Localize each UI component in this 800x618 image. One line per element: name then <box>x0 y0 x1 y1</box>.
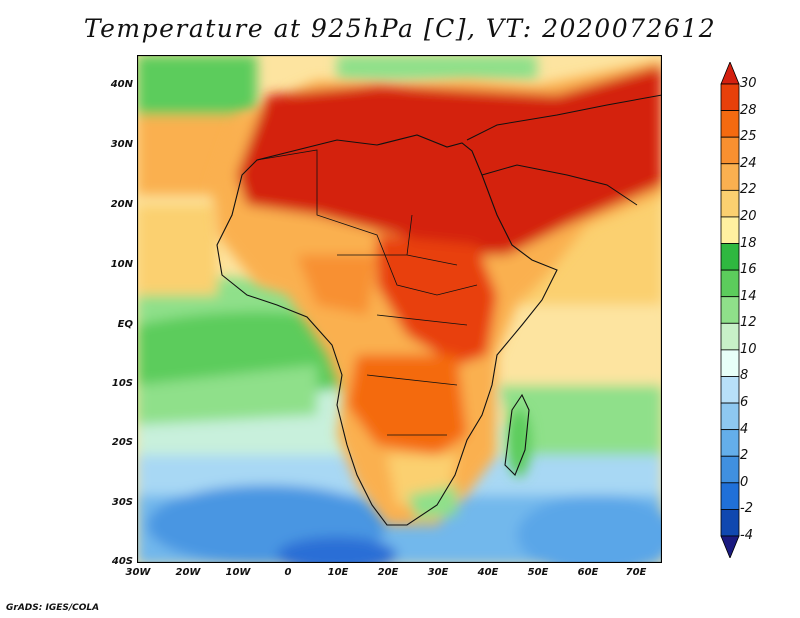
map-title: Temperature at 925hPa [C], VT: 202007261… <box>83 14 717 43</box>
colorbar-box <box>720 322 740 351</box>
colorbar-box <box>720 402 740 431</box>
lon-label-20w: 20W <box>175 567 201 578</box>
lat-label-20n: 20N <box>110 199 133 210</box>
colorbar-box <box>720 455 740 484</box>
colorbar-label: 25 <box>740 129 757 145</box>
lat-label-20s: 20S <box>111 437 133 448</box>
colorbar-box <box>720 243 740 271</box>
colorbar <box>720 62 740 558</box>
colorbar-box <box>720 189 740 218</box>
colorbar-box <box>720 163 740 191</box>
colorbar-label: 20 <box>740 208 757 224</box>
colorbar-box <box>720 216 740 244</box>
colorbar-box <box>720 509 740 537</box>
colorbar-box <box>720 136 740 165</box>
lon-label-20e: 20E <box>377 567 399 578</box>
lon-label-0: 0 <box>284 567 292 578</box>
colorbar-box <box>720 83 740 111</box>
lon-label-30w: 30W <box>125 567 151 578</box>
colorbar-box <box>720 110 740 138</box>
colorbar-label: 10 <box>740 341 757 357</box>
lon-label-60e: 60E <box>577 567 599 578</box>
lat-label-10n: 10N <box>110 259 133 270</box>
colorbar-label: 6 <box>740 395 749 411</box>
lon-label-40e: 40E <box>477 567 499 578</box>
colorbar-label: 22 <box>740 182 757 198</box>
colorbar-label: 24 <box>740 155 757 171</box>
colorbar-label: -4 <box>740 528 753 543</box>
colorbar-label: 18 <box>740 235 757 251</box>
colorbar-label: -2 <box>740 501 753 517</box>
colorbar-box <box>720 269 740 298</box>
colorbar-box <box>720 482 740 510</box>
lon-label-30e: 30E <box>427 567 449 578</box>
temperature-map <box>137 55 662 563</box>
lat-label-30s: 30S <box>111 497 133 508</box>
lon-label-50e: 50E <box>527 567 549 578</box>
colorbar-label: 30 <box>740 76 757 91</box>
lat-label-eq: EQ <box>117 319 133 330</box>
lon-label-10e: 10E <box>327 567 349 578</box>
colorbar-label: 0 <box>740 474 749 490</box>
lat-label-40s: 40S <box>111 556 133 567</box>
colorbar-box <box>720 429 740 457</box>
colorbar-bottom-triangle <box>720 535 740 558</box>
colorbar-box <box>720 296 740 324</box>
lon-label-10w: 10W <box>225 567 251 578</box>
lat-label-30n: 30N <box>110 139 133 150</box>
lon-label-70e: 70E <box>625 567 647 578</box>
colorbar-label: 16 <box>740 262 757 278</box>
colorbar-label: 8 <box>740 368 749 384</box>
colorbar-label: 12 <box>740 315 757 331</box>
colorbar-label: 2 <box>740 448 749 464</box>
grads-credit: GrADS: IGES/COLA <box>6 603 100 613</box>
lat-label-40n: 40N <box>110 79 133 90</box>
lat-label-10s: 10S <box>111 378 133 389</box>
colorbar-label: 28 <box>740 102 757 118</box>
colorbar-top-triangle <box>720 62 740 85</box>
colorbar-label: 4 <box>740 421 749 437</box>
colorbar-label: 14 <box>740 288 757 304</box>
colorbar-box <box>720 376 740 404</box>
colorbar-box <box>720 349 740 377</box>
